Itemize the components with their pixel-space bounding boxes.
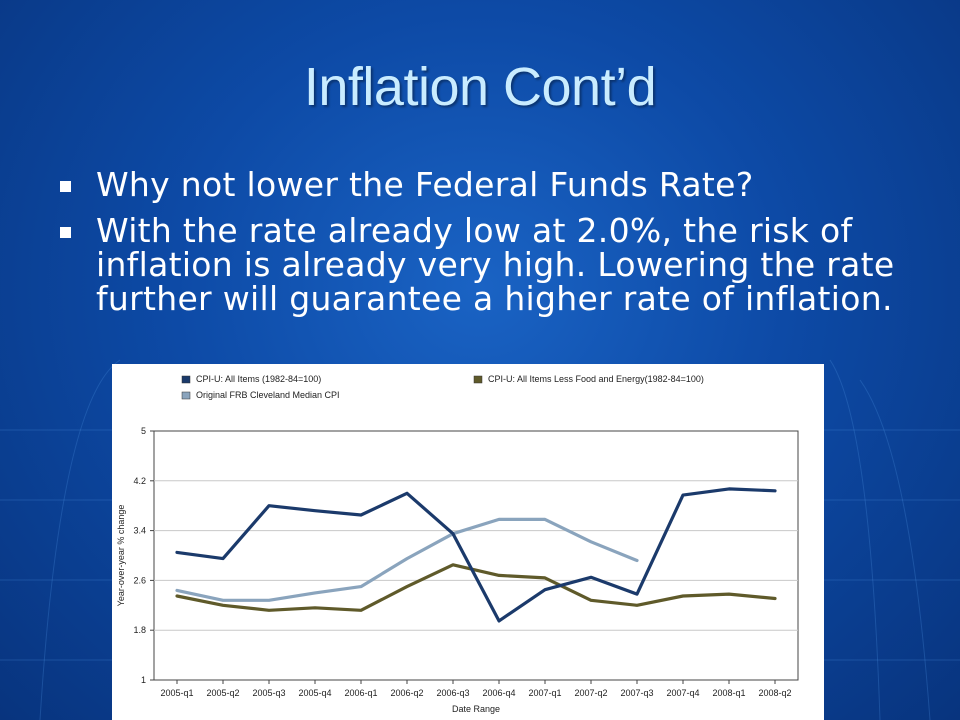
legend-swatch bbox=[181, 391, 191, 400]
legend-swatch bbox=[473, 375, 483, 384]
bullet-item: With the rate already low at 2.0%, the r… bbox=[58, 214, 938, 316]
x-tick-label: 2008-q1 bbox=[712, 688, 745, 698]
legend-entry: Original FRB Cleveland Median CPI bbox=[196, 390, 340, 400]
line-chart: 1 1.8 2.6 3.4 4.2 5 2005-q1 2005-q2 2005-q3 2005-… bbox=[116, 374, 799, 714]
bullet-text: With the rate already low at 2.0%, the r… bbox=[96, 211, 895, 318]
bullet-list: Why not lower the Federal Funds Rate? Wi… bbox=[58, 168, 938, 328]
legend-swatch bbox=[181, 375, 191, 384]
bullet-item: Why not lower the Federal Funds Rate? bbox=[58, 168, 938, 202]
legend-entry: CPI-U: All Items (1982-84=100) bbox=[196, 374, 321, 384]
x-axis-label: Date Range bbox=[452, 704, 500, 714]
series-line bbox=[175, 517, 639, 602]
bullet-square-icon bbox=[60, 227, 71, 238]
chart-panel: 1 1.8 2.6 3.4 4.2 5 2005-q1 2005-q2 2005-q3 2005-… bbox=[112, 364, 824, 720]
x-tick-label: 2008-q2 bbox=[758, 688, 791, 698]
x-tick-label: 2005-q3 bbox=[252, 688, 285, 698]
x-tick-label: 2006-q2 bbox=[390, 688, 423, 698]
x-tick-label: 2006-q4 bbox=[482, 688, 515, 698]
x-tick-label: 2007-q4 bbox=[666, 688, 699, 698]
x-tick-label: 2005-q2 bbox=[206, 688, 239, 698]
x-tick-label: 2005-q4 bbox=[298, 688, 331, 698]
legend-entry: CPI-U: All Items Less Food and Energy(19… bbox=[488, 374, 704, 384]
y-tick-label: 2.6 bbox=[133, 575, 146, 585]
bullet-square-icon bbox=[60, 181, 71, 192]
slide-title: Inflation Cont’d bbox=[303, 57, 657, 117]
series-line bbox=[175, 563, 777, 612]
x-tick-label: 2007-q3 bbox=[620, 688, 653, 698]
plot-area bbox=[153, 430, 799, 681]
y-tick-label: 4.2 bbox=[133, 476, 146, 486]
y-tick-label: 3.4 bbox=[133, 526, 146, 536]
y-tick-label: 5 bbox=[141, 426, 146, 436]
x-tick-label: 2005-q1 bbox=[160, 688, 193, 698]
series-line bbox=[175, 487, 777, 623]
x-tick-label: 2006-q1 bbox=[344, 688, 377, 698]
y-tick-label: 1.8 bbox=[133, 625, 146, 635]
y-tick-label: 1 bbox=[141, 675, 146, 685]
y-axis-label: Year-over-year % change bbox=[116, 505, 126, 607]
x-tick-label: 2007-q1 bbox=[528, 688, 561, 698]
x-tick-label: 2006-q3 bbox=[436, 688, 469, 698]
x-tick-label: 2007-q2 bbox=[574, 688, 607, 698]
bullet-text: Why not lower the Federal Funds Rate? bbox=[96, 165, 754, 204]
